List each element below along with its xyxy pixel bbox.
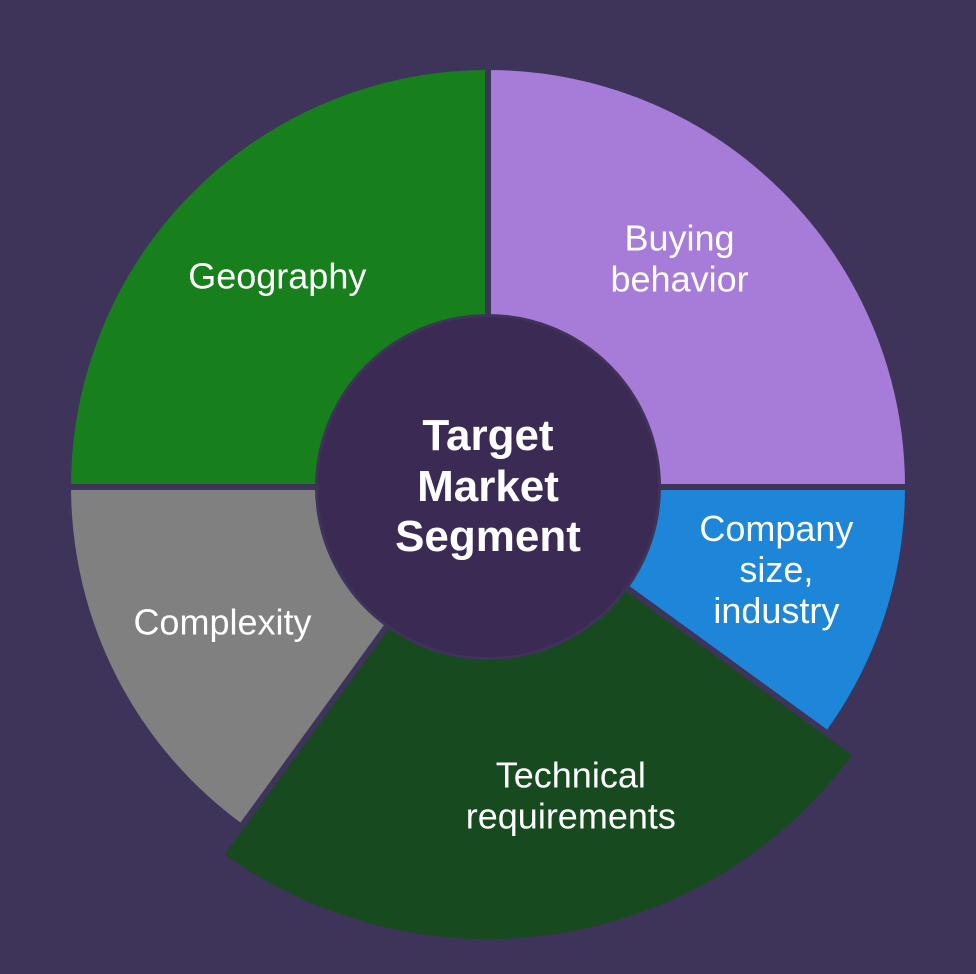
donut-chart: Target Market Segment Buying behaviorCom… xyxy=(0,0,976,974)
center-hub xyxy=(318,317,658,657)
chart-svg xyxy=(0,0,976,974)
